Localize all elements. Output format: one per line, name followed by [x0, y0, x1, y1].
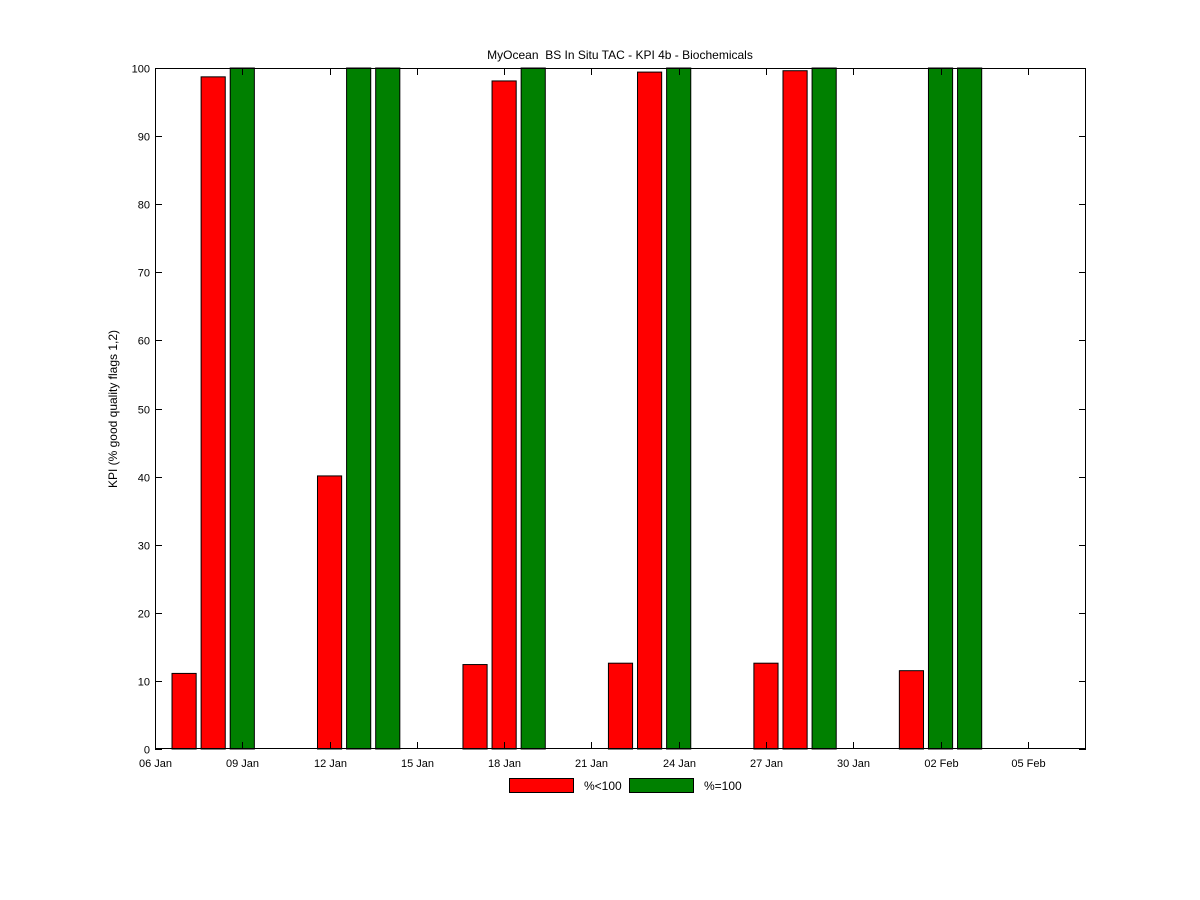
y-tick-label: 20 — [138, 609, 150, 621]
bar-pct-lt-100 — [607, 662, 634, 750]
bar-pct-eq-100 — [520, 67, 546, 750]
x-tick-label: 09 Jan — [226, 758, 259, 770]
x-tick-label: 27 Jan — [750, 758, 783, 770]
legend-label-pct-eq-100: %=100 — [704, 779, 742, 793]
legend-swatch-pct-eq-100 — [629, 778, 694, 793]
y-tick-label: 0 — [144, 745, 150, 757]
x-tick-label: 18 Jan — [488, 758, 521, 770]
x-tick-label: 21 Jan — [575, 758, 608, 770]
y-tick-label: 50 — [138, 405, 150, 417]
bars-group — [171, 67, 983, 750]
bar-pct-lt-100 — [200, 76, 226, 750]
bar-pct-eq-100 — [927, 67, 954, 750]
bar-pct-lt-100 — [753, 662, 779, 750]
x-tick-label: 02 Feb — [924, 758, 958, 770]
legend-swatch-pct-lt-100 — [509, 778, 574, 793]
y-tick-label: 100 — [132, 64, 150, 76]
x-tick-label: 12 Jan — [314, 758, 347, 770]
bar-pct-lt-100 — [898, 670, 925, 750]
chart-title: MyOcean BS In Situ TAC - KPI 4b - Bioche… — [487, 48, 753, 62]
bar-pct-eq-100 — [229, 67, 255, 750]
x-tick-label: 15 Jan — [401, 758, 434, 770]
axes-group: 0 10 20 30 40 50 60 70 80 90 100 06 Jan 09 Jan 12 Jan… — [132, 64, 1086, 770]
bar-pct-eq-100 — [666, 67, 692, 750]
x-tick-label: 06 Jan — [139, 758, 172, 770]
y-tick-label: 30 — [138, 541, 150, 553]
bar-pct-lt-100 — [171, 672, 197, 750]
bar-pct-lt-100 — [491, 80, 517, 750]
y-axis-label: KPI (% good quality flags 1,2) — [106, 330, 120, 488]
legend: %<100 %=100 — [509, 778, 742, 793]
bar-pct-lt-100 — [782, 70, 808, 750]
y-tick-label: 40 — [138, 473, 150, 485]
plot-frame — [155, 68, 1086, 749]
y-tick-label: 70 — [138, 268, 150, 280]
bar-pct-lt-100 — [316, 475, 343, 750]
bar-pct-eq-100 — [811, 67, 837, 750]
bar-pct-lt-100 — [637, 71, 663, 750]
bar-pct-eq-100 — [346, 67, 372, 750]
y-tick-label: 80 — [138, 200, 150, 212]
bar-pct-eq-100 — [957, 67, 983, 750]
x-tick-label: 24 Jan — [663, 758, 696, 770]
y-tick-label: 10 — [138, 677, 150, 689]
bar-pct-lt-100 — [462, 664, 488, 750]
x-tick-label: 05 Feb — [1011, 758, 1045, 770]
y-tick-label: 90 — [138, 132, 150, 144]
legend-label-pct-lt-100: %<100 — [584, 779, 622, 793]
y-tick-label: 60 — [138, 336, 150, 348]
x-tick-label: 30 Jan — [837, 758, 870, 770]
bar-pct-eq-100 — [375, 67, 401, 750]
